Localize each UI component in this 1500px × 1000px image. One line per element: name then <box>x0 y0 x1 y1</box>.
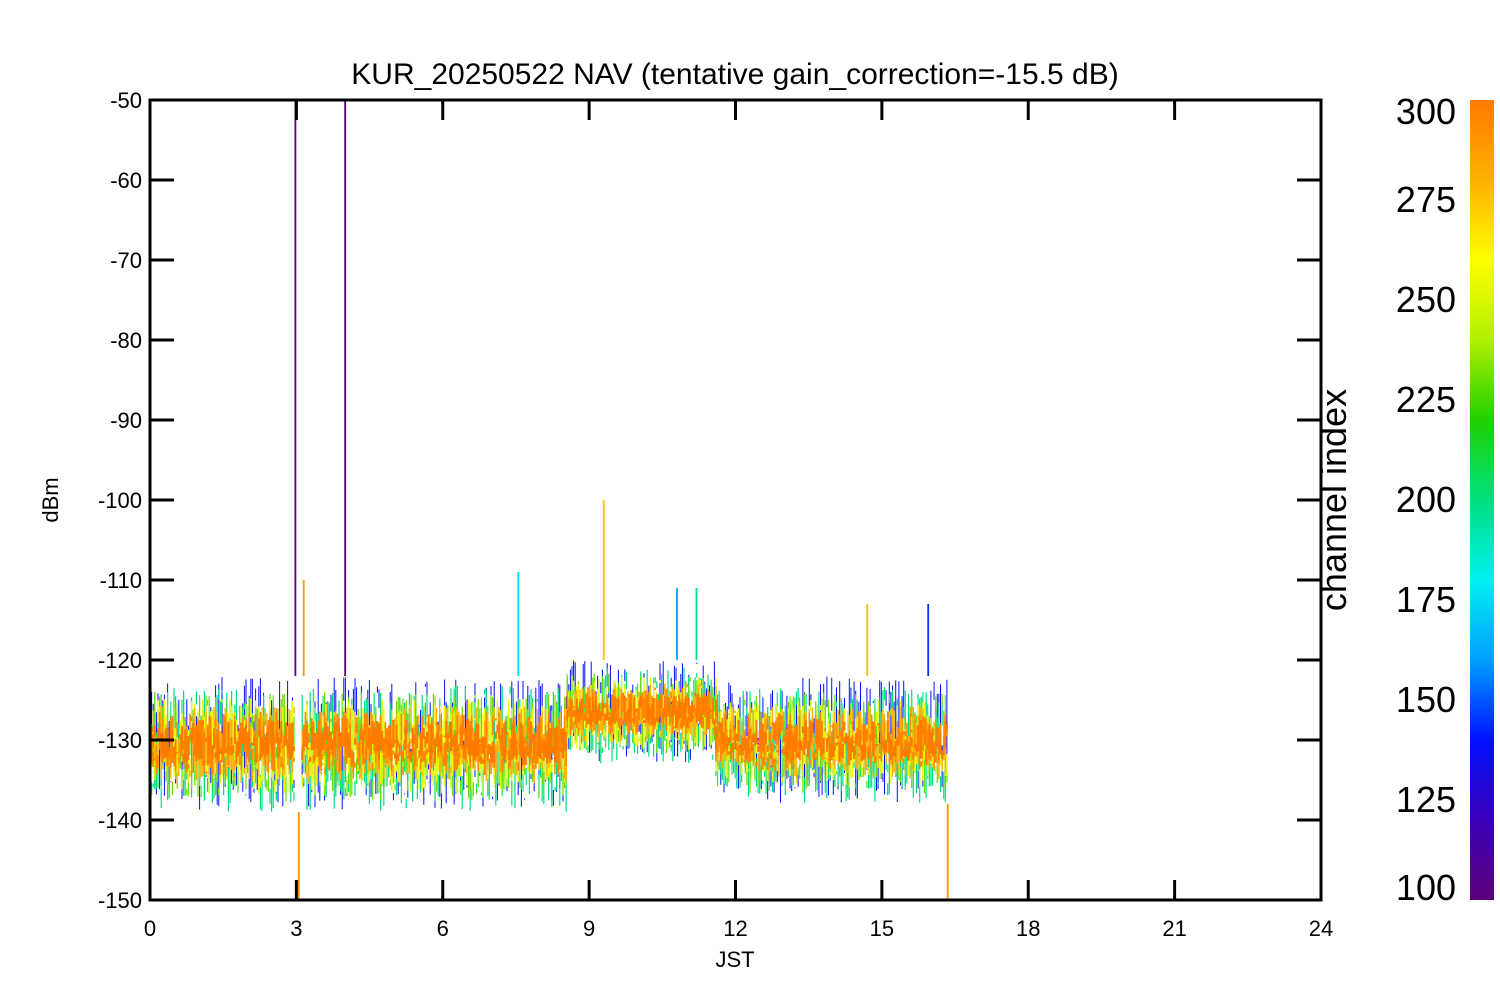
colorbar-tick-label: 150 <box>1396 679 1456 720</box>
colorbar-tick-label: 200 <box>1396 479 1456 520</box>
x-tick-label: 21 <box>1162 916 1186 941</box>
y-tick-label: -150 <box>98 888 142 913</box>
x-tick-label: 12 <box>723 916 747 941</box>
chart-title: KUR_20250522 NAV (tentative gain_correct… <box>351 58 1118 91</box>
channel-band-segment <box>744 719 948 763</box>
channel-band-segment <box>566 693 717 728</box>
x-tick-label: 15 <box>870 916 894 941</box>
colorbar-tick-label: 275 <box>1396 179 1456 220</box>
colorbar-tick-label: 100 <box>1396 867 1456 908</box>
colorbar-tick-label: 225 <box>1396 379 1456 420</box>
y-tick-label: -130 <box>98 728 142 753</box>
channel-band-segment <box>150 720 295 766</box>
x-axis: 0 3 6 9 12 15 18 21 24 <box>144 100 1333 941</box>
x-tick-label: 3 <box>290 916 302 941</box>
colorbar-tick-label: 175 <box>1396 579 1456 620</box>
y-axis-label: dBm <box>38 477 63 522</box>
x-tick-label: 6 <box>437 916 449 941</box>
spikes <box>294 100 949 900</box>
y-axis: -50 -60 -70 -80 -90 -100 -110 -120 -130 -140 -150 <box>98 88 1321 913</box>
data-layer <box>150 100 949 900</box>
channel-band-segment <box>715 714 746 753</box>
y-tick-label: -50 <box>110 88 142 113</box>
x-tick-label: 24 <box>1309 916 1333 941</box>
y-tick-label: -80 <box>110 328 142 353</box>
colorbar-label: channel index <box>1313 389 1354 611</box>
y-tick-label: -140 <box>98 808 142 833</box>
colorbar-axis: 300 275 250 225 200 175 150 125 100 <box>1396 91 1456 908</box>
channel-band-ch300 <box>150 693 948 766</box>
colorbar-tick-label: 250 <box>1396 279 1456 320</box>
y-tick-label: -120 <box>98 648 142 673</box>
x-tick-label: 9 <box>583 916 595 941</box>
channel-band-segment <box>301 719 568 766</box>
y-tick-label: -60 <box>110 168 142 193</box>
colorbar-tick-label: 125 <box>1396 779 1456 820</box>
y-tick-label: -100 <box>98 488 142 513</box>
x-tick-label: 0 <box>144 916 156 941</box>
y-tick-label: -70 <box>110 248 142 273</box>
colorbar <box>1470 100 1494 900</box>
colorbar-tick-label: 300 <box>1396 91 1456 132</box>
x-axis-label: JST <box>715 947 754 972</box>
x-tick-label: 18 <box>1016 916 1040 941</box>
y-tick-label: -110 <box>100 568 142 593</box>
y-tick-label: -90 <box>110 408 142 433</box>
